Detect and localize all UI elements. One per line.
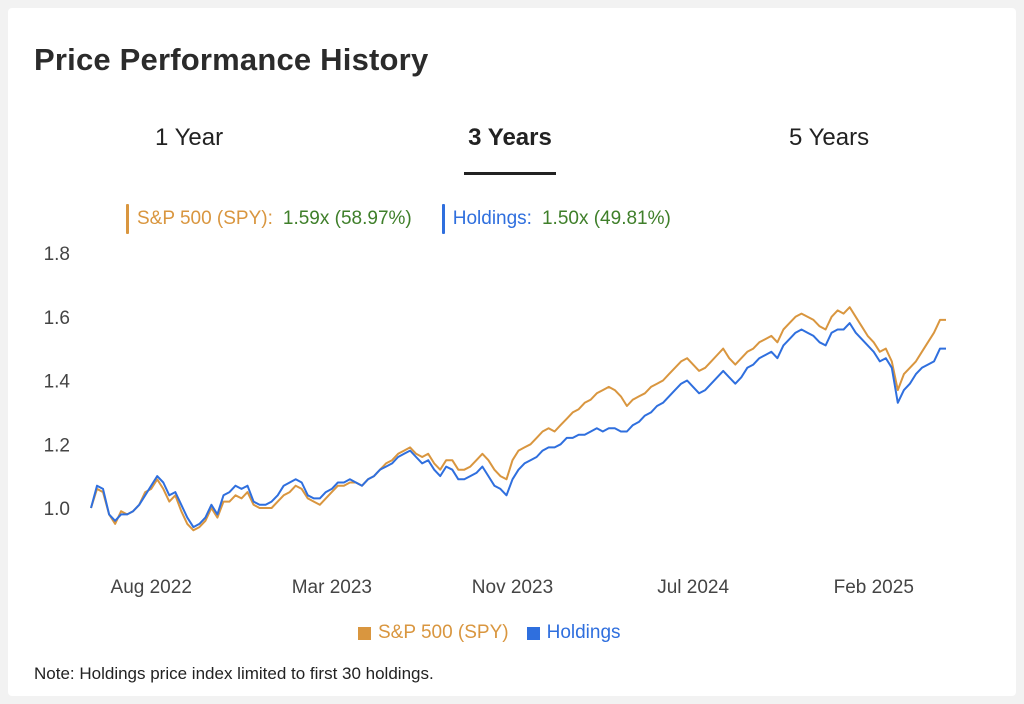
tab-5-years[interactable]: 5 Years — [789, 124, 870, 151]
x-tick-label: Feb 2025 — [834, 577, 914, 598]
x-tick-label: Aug 2022 — [111, 577, 192, 598]
holdings-summary-value: 1.50x (49.81%) — [541, 208, 671, 229]
page-title: Price Performance History — [34, 42, 429, 77]
spy-legend-label: S&P 500 (SPY) — [378, 622, 509, 643]
holdings-series-line[interactable] — [90, 322, 946, 529]
x-tick-label: Nov 2023 — [472, 577, 553, 598]
holdings-color-bar — [441, 204, 445, 234]
y-tick-label: 1.4 — [44, 372, 71, 393]
holdings-legend-label: Holdings — [546, 622, 621, 643]
legend-item-holdings[interactable]: Holdings — [526, 622, 621, 644]
line-chart: 1.0 1.2 1.4 1.6 1.8 Aug 2022 Mar 2023 Nov 2023 J… — [44, 244, 946, 598]
spy-color-bar — [126, 204, 129, 234]
y-tick-label: 1.2 — [44, 435, 70, 456]
spy-summary-value: 1.59x (58.97%) — [282, 208, 412, 229]
footnote: Note: Holdings price index limited to fi… — [34, 664, 434, 683]
spy-legend-swatch — [358, 626, 371, 640]
tab-3-years[interactable]: 3 Years — [464, 124, 556, 175]
chart-legend: S&P 500 (SPY) Holdings — [358, 622, 639, 644]
summary-spy: S&P 500 (SPY): 1.59x (58.97%) — [126, 204, 412, 234]
y-tick-label: 1.8 — [44, 244, 70, 265]
holdings-summary-label: Holdings: — [452, 208, 532, 229]
spy-series-line[interactable] — [90, 306, 946, 532]
y-tick-label: 1.0 — [44, 499, 70, 520]
x-tick-label: Mar 2023 — [292, 577, 372, 598]
x-tick-label: Jul 2024 — [657, 577, 729, 598]
spy-summary-label: S&P 500 (SPY): — [137, 208, 273, 229]
summary-holdings: Holdings: 1.50x (49.81%) — [441, 204, 671, 234]
holdings-legend-swatch — [526, 626, 540, 640]
y-tick-label: 1.6 — [44, 308, 70, 329]
chart-card: Price Performance History 1 Year 3 Years… — [8, 8, 1016, 696]
summary-legend: S&P 500 (SPY): 1.59x (58.97%) Holdings: … — [126, 204, 701, 234]
legend-item-spy[interactable]: S&P 500 (SPY) — [358, 622, 509, 644]
tab-1-year[interactable]: 1 Year — [155, 124, 224, 151]
timeframe-tabs: 1 Year 3 Years 5 Years — [8, 124, 1016, 184]
